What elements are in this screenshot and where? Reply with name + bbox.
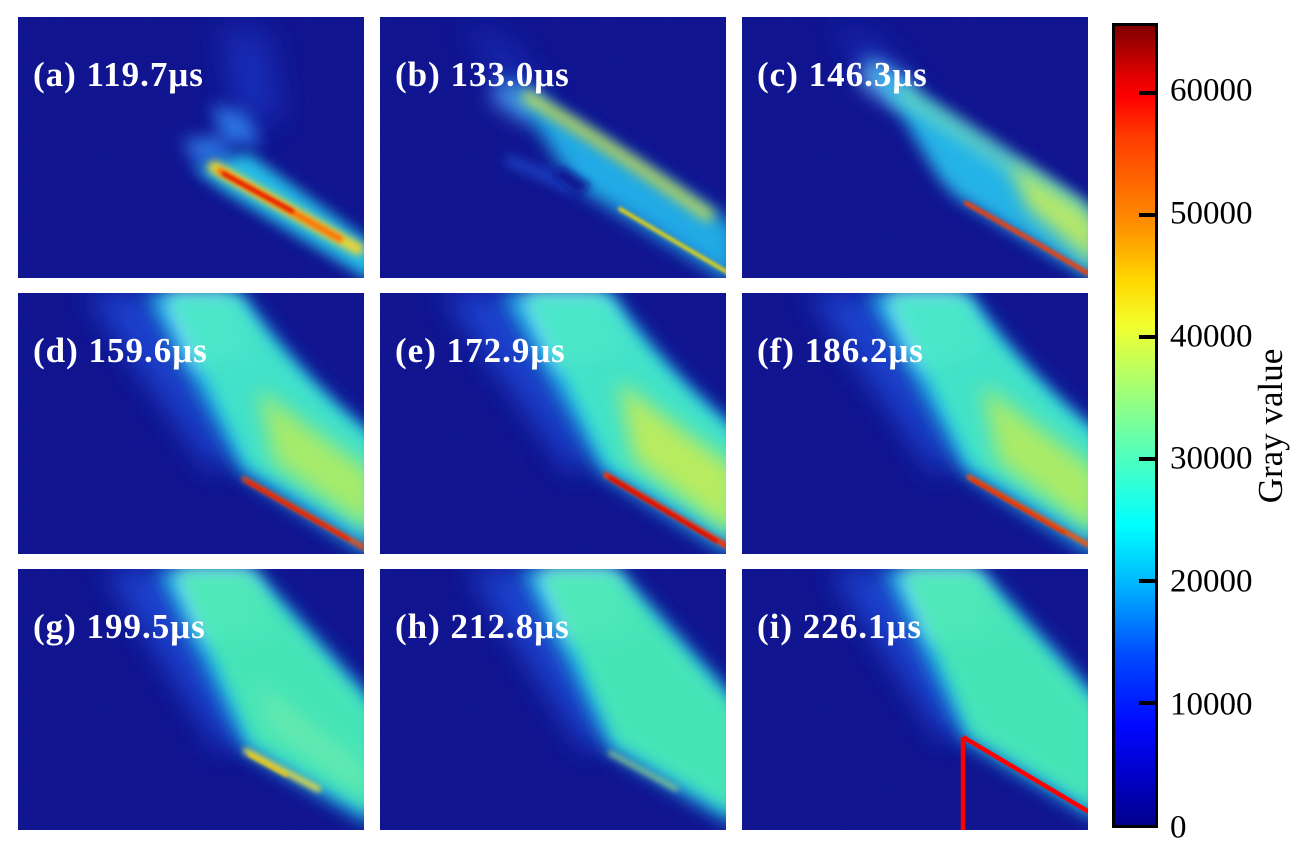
- jet-plume-layer: [104, 569, 244, 751]
- jet-plume-layer: [1010, 163, 1088, 261]
- jet-plume-layer: [607, 750, 679, 792]
- panel-time-label: (a) 119.7μs: [33, 55, 204, 94]
- colorbar: 60000 50000 40000 30000 20000 10000 0 Gray val…: [1112, 23, 1299, 844]
- panel-a: (a) 119.7μs: [18, 17, 364, 278]
- jet-plume-layer: [618, 381, 726, 530]
- jet-plume-layer: [243, 748, 321, 792]
- panel-time-label: (i) 226.1μs: [757, 607, 922, 646]
- colorbar-tick-label: 50000: [1170, 195, 1253, 232]
- panel-e: (e) 172.9μs: [380, 293, 726, 554]
- jet-plume-layer: [808, 293, 958, 473]
- panel-time-label: (e) 172.9μs: [395, 331, 566, 370]
- heatmap-image-i: [742, 569, 1088, 830]
- panel-h: (h) 212.8μs: [380, 569, 726, 830]
- jet-plume-layer: [223, 25, 280, 125]
- jet-plume-layer: [258, 389, 364, 526]
- panel-time-label: (b) 133.0μs: [395, 55, 570, 94]
- jet-plume-layer: [904, 573, 1088, 805]
- panel-d: (d) 159.6μs: [18, 293, 364, 554]
- jet-plume-layer: [442, 293, 594, 473]
- colorbar-tick: [1139, 701, 1155, 706]
- heatmap-image-f: [742, 293, 1088, 554]
- colorbar-tick: [1139, 213, 1155, 218]
- jet-plume-layer: [982, 385, 1088, 528]
- jet-plume-layer: [210, 105, 262, 145]
- jet-plume-layer: [222, 172, 294, 213]
- colorbar-gradient: [1112, 23, 1158, 828]
- jet-plume-layer: [462, 23, 556, 105]
- colorbar-tick-label: 30000: [1170, 440, 1253, 477]
- jet-plume-layer: [246, 480, 350, 541]
- jet-plume-layer: [830, 569, 966, 741]
- panel-g: (g) 199.5μs: [18, 569, 364, 830]
- colorbar-tick-label: 20000: [1170, 563, 1253, 600]
- colorbar-tick: [1139, 91, 1155, 96]
- wedge-outline: [961, 735, 1088, 815]
- jet-plume-layer: [971, 478, 1066, 535]
- jet-plume-layer: [182, 135, 234, 167]
- colorbar-title: Gray value: [1251, 348, 1290, 503]
- panel-b: (b) 133.0μs: [380, 17, 726, 278]
- jet-plume-layer: [963, 200, 1088, 277]
- jet-plume-layer: [618, 207, 726, 274]
- jet-plume-layer: [468, 569, 608, 751]
- colorbar-tick-label: 40000: [1170, 318, 1253, 355]
- jet-plume-layer: [86, 293, 234, 471]
- heatmap-image-d: [18, 293, 364, 554]
- jet-plume-layer: [542, 573, 726, 809]
- panel-time-label: (g) 199.5μs: [33, 607, 206, 646]
- heatmap-image-c: [742, 17, 1088, 278]
- jet-plume-layer: [256, 681, 364, 795]
- panel-time-label: (h) 212.8μs: [395, 607, 570, 646]
- panel-time-label: (f) 186.2μs: [757, 331, 924, 370]
- colorbar-tick-label: 0: [1170, 809, 1187, 846]
- colorbar-tick: [1139, 335, 1155, 340]
- colorbar-tick: [1139, 579, 1155, 584]
- jet-plume-layer: [552, 167, 592, 195]
- jet-plume-layer: [608, 476, 718, 543]
- panel-c: (c) 146.3μs: [742, 17, 1088, 278]
- panel-f: (f) 186.2μs: [742, 293, 1088, 554]
- jet-plume-layer: [248, 753, 288, 777]
- heatmap-image-b: [380, 17, 726, 278]
- panel-i: (i) 226.1μs: [742, 569, 1088, 830]
- heatmap-image-g: [18, 569, 364, 830]
- jet-plume-layer: [521, 90, 715, 222]
- jet-plume-layer: [504, 155, 578, 193]
- colorbar-tick-label: 10000: [1170, 686, 1253, 723]
- panel-time-label: (c) 146.3μs: [757, 55, 928, 94]
- heatmap-image-e: [380, 293, 726, 554]
- heatmap-image-h: [380, 569, 726, 830]
- colorbar-tick: [1139, 457, 1155, 462]
- heatmap-image-a: [18, 17, 364, 278]
- colorbar-tick-label: 60000: [1170, 72, 1253, 109]
- panel-time-label: (d) 159.6μs: [33, 331, 208, 370]
- jet-plume-layer: [506, 79, 726, 278]
